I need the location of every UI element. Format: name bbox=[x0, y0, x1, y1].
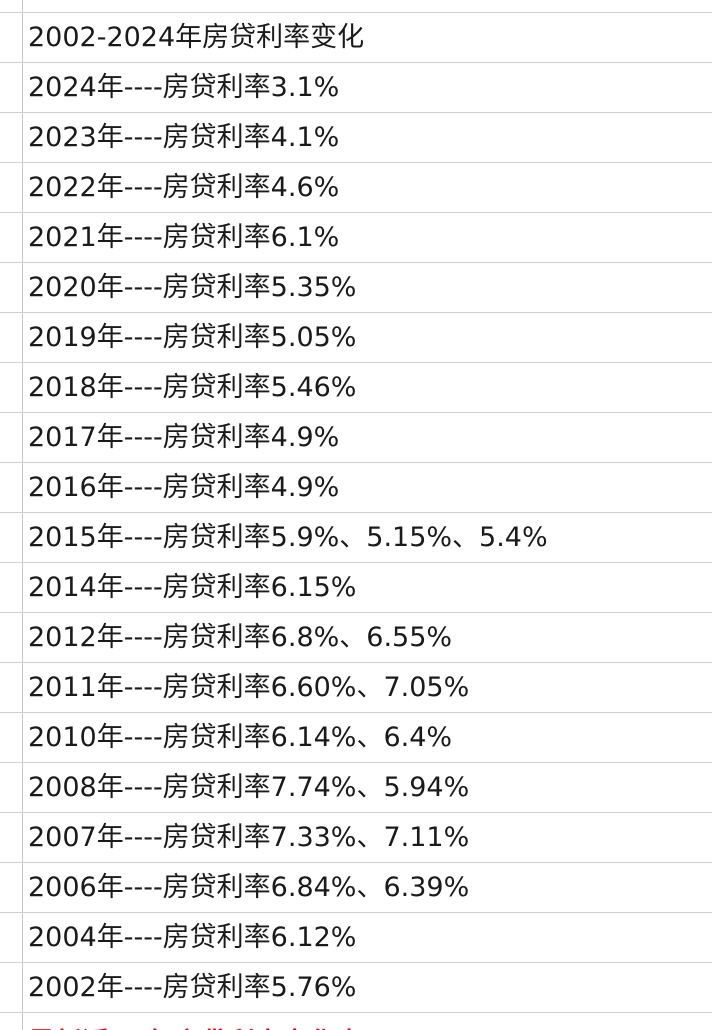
footer-text: 最新近22年房贷利率变化表 bbox=[28, 1019, 363, 1030]
table-row: 2012年----房贷利率6.8%、6.55% bbox=[0, 612, 712, 662]
table-row: 2010年----房贷利率6.14%、6.4% bbox=[0, 712, 712, 762]
rate-cell: 2010年----房贷利率6.14%、6.4% bbox=[28, 722, 453, 753]
table-row: 2016年----房贷利率4.9% bbox=[0, 462, 712, 512]
table-row: 2004年----房贷利率6.12% bbox=[0, 912, 712, 962]
table-row: 2022年----房贷利率4.6% bbox=[0, 162, 712, 212]
table-row: 2020年----房贷利率5.35% bbox=[0, 262, 712, 312]
table-row: 2015年----房贷利率5.9%、5.15%、5.4% bbox=[0, 512, 712, 562]
table-row: 2021年----房贷利率6.1% bbox=[0, 212, 712, 262]
column-border bbox=[22, 0, 23, 1030]
rate-cell: 2002年----房贷利率5.76% bbox=[28, 972, 357, 1003]
rate-cell: 2012年----房贷利率6.8%、6.55% bbox=[28, 622, 453, 653]
rate-cell: 2011年----房贷利率6.60%、7.05% bbox=[28, 672, 470, 703]
rate-cell: 2022年----房贷利率4.6% bbox=[28, 172, 340, 203]
rate-cell: 2019年----房贷利率5.05% bbox=[28, 322, 357, 353]
rate-cell: 2015年----房贷利率5.9%、5.15%、5.4% bbox=[28, 522, 548, 553]
table-row: 2002-2024年房贷利率变化 bbox=[0, 12, 712, 62]
rate-cell: 2021年----房贷利率6.1% bbox=[28, 222, 340, 253]
table-row: 2008年----房贷利率7.74%、5.94% bbox=[0, 762, 712, 812]
table-row: 2024年----房贷利率3.1% bbox=[0, 62, 712, 112]
rate-cell: 2007年----房贷利率7.33%、7.11% bbox=[28, 822, 470, 853]
rate-cell: 2020年----房贷利率5.35% bbox=[28, 272, 357, 303]
table-row: 2014年----房贷利率6.15% bbox=[0, 562, 712, 612]
rate-cell: 2024年----房贷利率3.1% bbox=[28, 72, 340, 103]
header-cell: 2002-2024年房贷利率变化 bbox=[28, 22, 365, 53]
table-row: 2017年----房贷利率4.9% bbox=[0, 412, 712, 462]
table-row: 2002年----房贷利率5.76% bbox=[0, 962, 712, 1012]
table-row: 2018年----房贷利率5.46% bbox=[0, 362, 712, 412]
table-row: 2006年----房贷利率6.84%、6.39% bbox=[0, 862, 712, 912]
table-row: 2007年----房贷利率7.33%、7.11% bbox=[0, 812, 712, 862]
rate-cell: 2023年----房贷利率4.1% bbox=[28, 122, 340, 153]
rate-cell: 2017年----房贷利率4.9% bbox=[28, 422, 340, 453]
footer-row: 最新近22年房贷利率变化表 bbox=[0, 1012, 712, 1030]
rate-cell: 2008年----房贷利率7.74%、5.94% bbox=[28, 772, 470, 803]
table-row: 2011年----房贷利率6.60%、7.05% bbox=[0, 662, 712, 712]
rate-cell: 2016年----房贷利率4.9% bbox=[28, 472, 340, 503]
rate-cell: 2006年----房贷利率6.84%、6.39% bbox=[28, 872, 470, 903]
table-row: 2023年----房贷利率4.1% bbox=[0, 112, 712, 162]
rate-cell: 2018年----房贷利率5.46% bbox=[28, 372, 357, 403]
rate-cell: 2004年----房贷利率6.12% bbox=[28, 922, 357, 953]
rate-cell: 2014年----房贷利率6.15% bbox=[28, 572, 357, 603]
table-row: 2019年----房贷利率5.05% bbox=[0, 312, 712, 362]
